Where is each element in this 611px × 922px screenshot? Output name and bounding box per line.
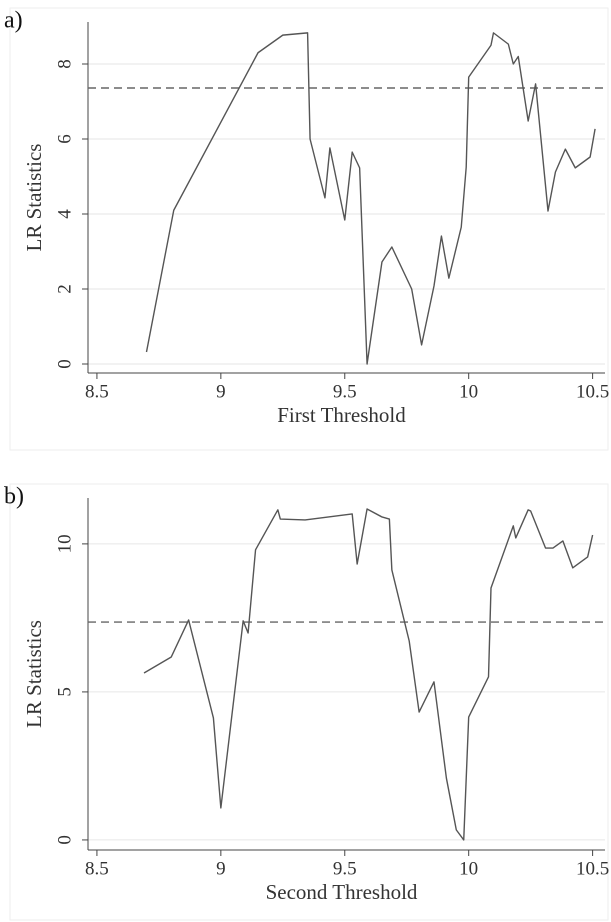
x-tick-label: 10 bbox=[459, 858, 478, 879]
y-tick-label: 0 bbox=[54, 359, 75, 369]
y-axis-title: LR Statistics bbox=[22, 620, 46, 728]
y-tick-label: 10 bbox=[54, 534, 75, 553]
data-line bbox=[145, 32, 596, 365]
y-tick-label: 6 bbox=[54, 134, 75, 144]
x-tick-label: 10 bbox=[459, 381, 478, 402]
panel-label: a) bbox=[4, 8, 23, 34]
x-tick-label: 8.5 bbox=[85, 381, 109, 402]
x-axis-title: Second Threshold bbox=[266, 880, 418, 904]
x-axis-title: First Threshold bbox=[277, 403, 406, 427]
x-tick-label: 9.5 bbox=[333, 381, 357, 402]
x-tick-label: 8.5 bbox=[85, 858, 109, 879]
y-tick-label: 4 bbox=[54, 209, 75, 219]
panel-frame bbox=[9, 483, 609, 921]
y-tick-label: 5 bbox=[54, 687, 75, 697]
x-tick-label: 9.5 bbox=[333, 858, 357, 879]
data-line bbox=[143, 508, 594, 841]
x-tick-label: 10.5 bbox=[576, 381, 609, 402]
y-tick-label: 0 bbox=[54, 835, 75, 845]
x-tick-label: 10.5 bbox=[576, 858, 609, 879]
x-tick-label: 9 bbox=[216, 381, 226, 402]
y-tick-label: 2 bbox=[54, 284, 75, 294]
y-tick-label: 8 bbox=[54, 59, 75, 69]
panel-frame bbox=[9, 7, 609, 451]
x-tick-label: 9 bbox=[216, 858, 226, 879]
y-axis-title: LR Statistics bbox=[22, 144, 46, 252]
panel-label: b) bbox=[4, 484, 24, 510]
